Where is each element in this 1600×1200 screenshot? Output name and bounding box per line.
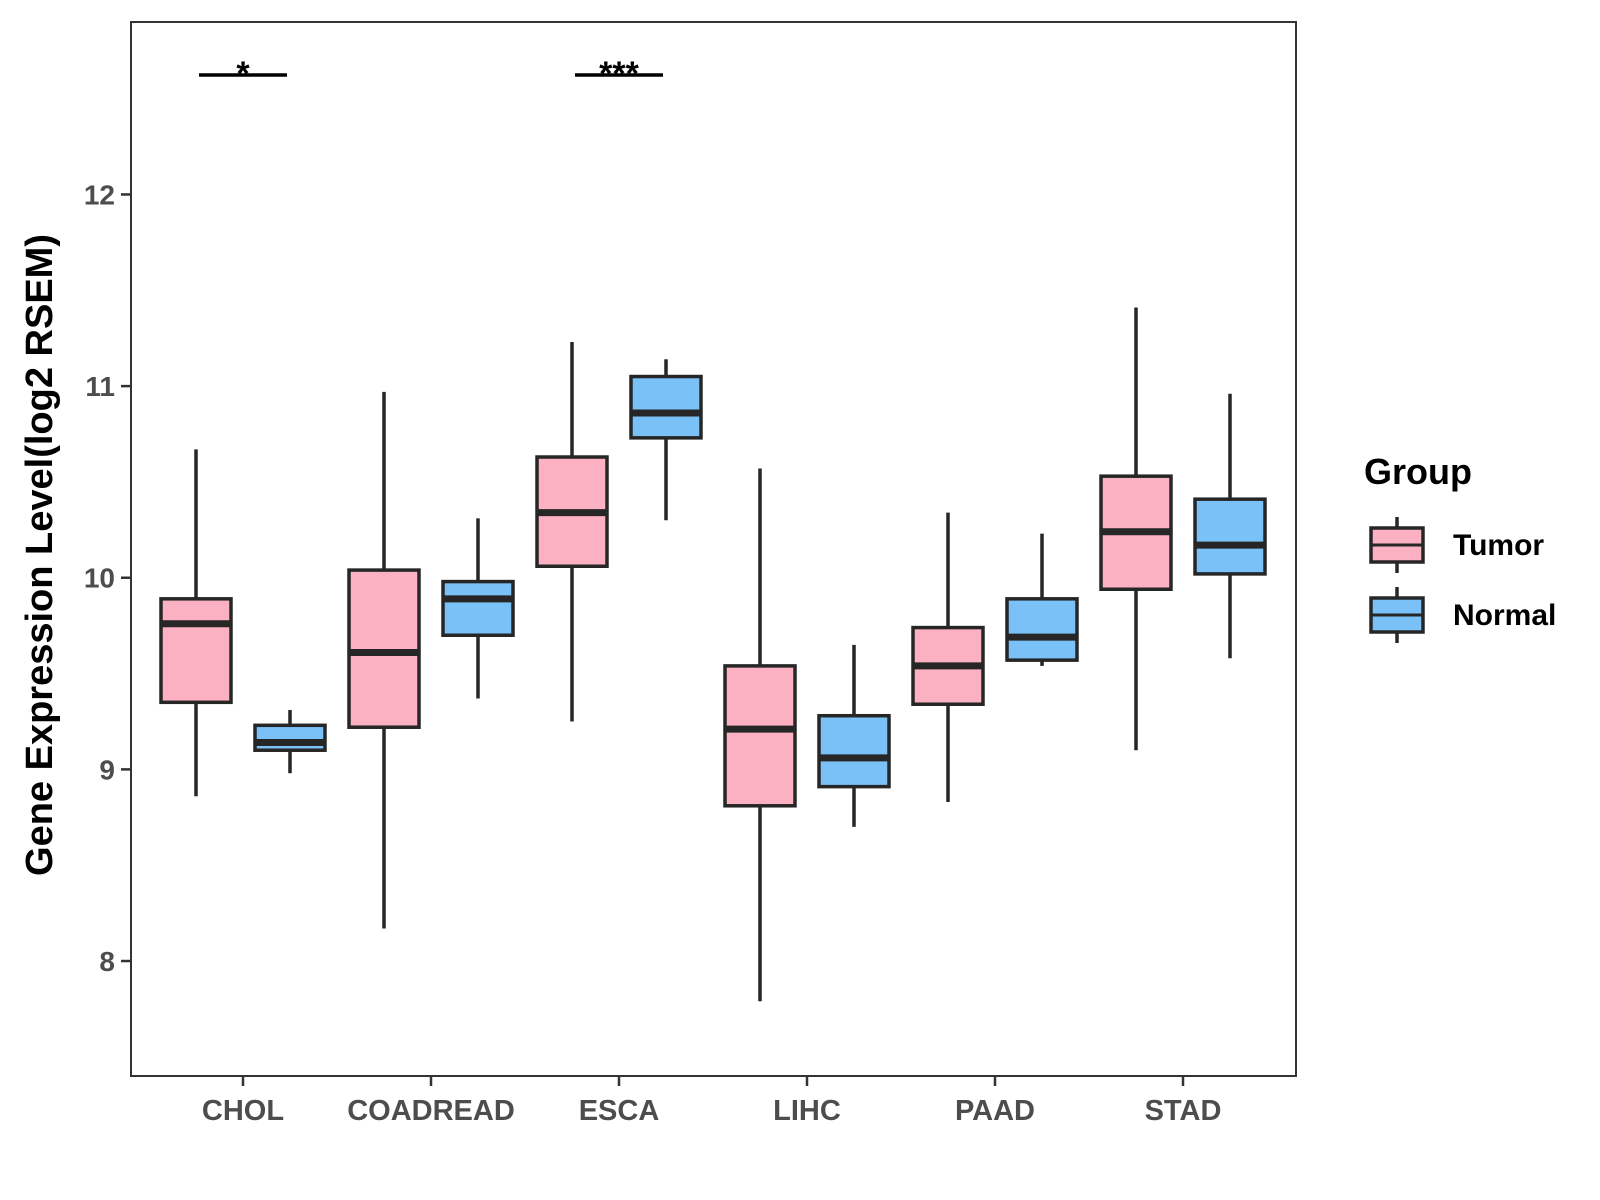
y-axis-title: Gene Expression Level(log2 RSEM) — [19, 234, 61, 876]
x-tick-label-stad: STAD — [1145, 1095, 1222, 1127]
box-body-normal-coadread — [441, 579, 515, 637]
y-tick-label-11: 11 — [85, 371, 115, 402]
box-normal-stad — [1193, 393, 1267, 659]
x-tick-label-coadread: COADREAD — [347, 1095, 515, 1127]
legend-label-tumor: Tumor — [1453, 529, 1544, 562]
box-normal-paad — [1005, 533, 1079, 666]
box-tumor-coadread — [347, 391, 421, 929]
x-tick-label-lihc: LIHC — [773, 1095, 841, 1127]
plot-panel-border — [130, 21, 1297, 1077]
y-tick-label-10: 10 — [84, 563, 115, 594]
y-tick-label-8: 8 — [99, 946, 115, 977]
box-body-normal-esca — [629, 374, 703, 440]
box-normal-esca — [629, 359, 703, 521]
legend: Group Tumor Normal — [1364, 451, 1556, 643]
box-body-normal-chol — [253, 723, 327, 752]
box-tumor-stad — [1099, 307, 1173, 751]
box-body-normal-paad — [1005, 597, 1079, 662]
legend-label-normal: Normal — [1453, 599, 1556, 632]
y-tick-label-9: 9 — [99, 754, 115, 785]
box-tumor-paad — [911, 512, 985, 802]
box-normal-coadread — [441, 518, 515, 699]
x-tick-label-esca: ESCA — [579, 1095, 660, 1127]
x-tick-label-paad: PAAD — [955, 1095, 1035, 1127]
legend-title: Group — [1364, 451, 1472, 492]
box-tumor-lihc — [723, 468, 797, 1002]
box-body-tumor-coadread — [347, 568, 421, 729]
box-normal-chol — [253, 709, 327, 774]
box-tumor-chol — [159, 449, 233, 797]
box-body-normal-stad — [1193, 497, 1267, 576]
box-body-tumor-chol — [159, 597, 233, 705]
box-normal-lihc — [817, 644, 891, 827]
sig-label-chol: * — [236, 55, 250, 93]
x-tick-label-chol: CHOL — [202, 1095, 284, 1127]
box-body-tumor-lihc — [723, 664, 797, 808]
box-tumor-esca — [535, 342, 609, 722]
y-tick-label-12: 12 — [84, 179, 115, 210]
box-body-normal-lihc — [817, 713, 891, 789]
sig-label-esca: *** — [599, 55, 639, 93]
